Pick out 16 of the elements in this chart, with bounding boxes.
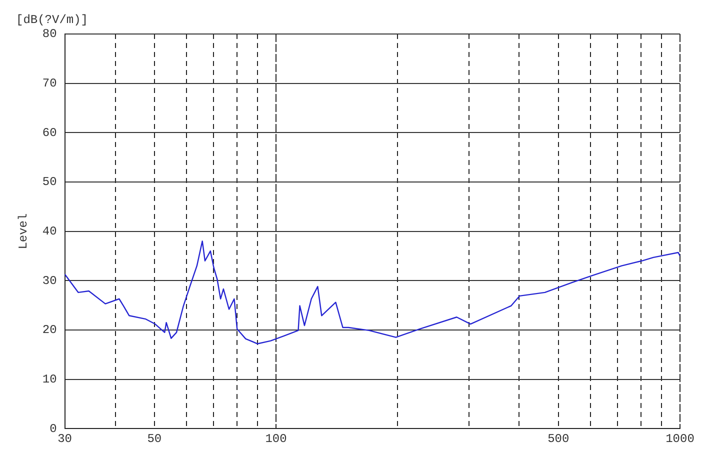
- y-tick-label: 30: [42, 274, 57, 288]
- y-tick-label: 10: [42, 372, 57, 386]
- x-tick-label: 500: [548, 432, 570, 446]
- x-tick-label: 1000: [666, 432, 694, 446]
- x-tick-label: 30: [58, 432, 72, 446]
- y-tick-label: 60: [42, 126, 57, 140]
- text: [dB(?V/m)]: [16, 13, 88, 28]
- x-tick-label: 100: [265, 432, 287, 446]
- y-tick-label: 80: [42, 27, 57, 42]
- y-tick-label: 40: [42, 224, 57, 238]
- y-tick-label: 0: [50, 422, 57, 436]
- y-axis-title: Level: [16, 213, 30, 250]
- y-tick-label: 70: [42, 76, 57, 90]
- y-tick-label: 20: [42, 323, 57, 338]
- x-tick-label: 50: [147, 432, 162, 446]
- y-tick-label: 50: [42, 175, 57, 190]
